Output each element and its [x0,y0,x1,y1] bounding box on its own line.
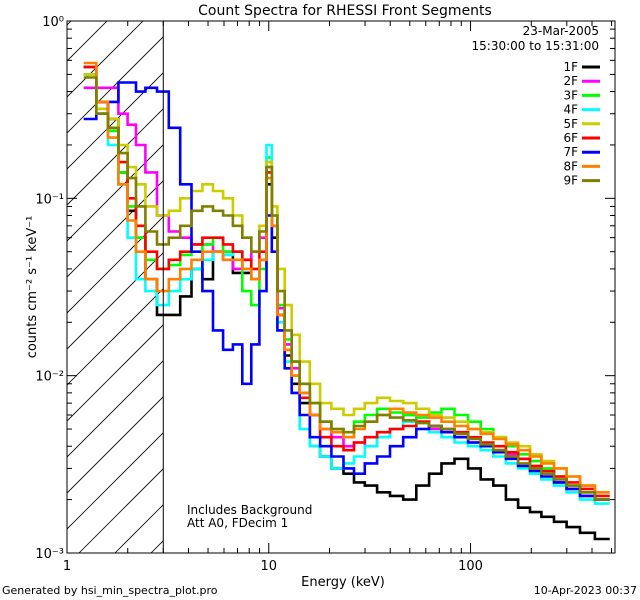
hatch-line [67,432,164,530]
time-range-label: 15:30:00 to 15:31:00 [472,39,599,53]
hatch-line [67,21,108,62]
y-tick-label-1e-3: 10⁻³ [35,547,64,562]
x-tick-label-100: 100 [458,559,483,574]
x-axis-label: Energy (keV) [301,575,385,590]
series-8F [83,61,610,494]
annotation-attenuator: Att A0, FDecim 1 [187,516,288,530]
annotation-background: Includes Background [187,503,312,517]
date-label: 23-Mar-2005 [523,24,599,38]
footer-generated-by: Generated by hsi_min_spectra_plot.pro [2,584,218,597]
legend-label-9F: 9F [563,174,578,188]
plot-area [66,20,616,554]
hatch-line [67,36,164,134]
y-tick-label-1e-1: 10⁻¹ [35,192,64,207]
legend-label-4F: 4F [563,103,578,117]
legend-label-3F: 3F [563,88,578,102]
hatch-line [67,180,164,278]
legend-label-8F: 8F [563,159,578,173]
hatch-line [67,21,144,98]
chart-title: Count Spectra for RHESSI Front Segments [198,3,492,19]
x-tick-labels: 1 10 100 [63,559,483,574]
hatch-line [67,396,164,494]
series-layer [83,61,610,541]
legend-label-2F: 2F [563,74,578,88]
series-9F [83,76,610,501]
legend-label-5F: 5F [563,117,578,131]
legend-label-6F: 6F [563,131,578,145]
axis-ticks [66,20,615,554]
y-tick-label-1e-2: 10⁻² [35,370,64,385]
y-tick-label-1e0: 10⁰ [42,15,64,30]
hatch-line [67,360,164,458]
hatch-line [67,216,164,314]
legend-label-7F: 7F [563,145,578,159]
y-tick-labels: 10⁰ 10⁻¹ 10⁻² 10⁻³ [35,15,64,562]
x-tick-label-10: 10 [261,559,278,574]
legend-label-1F: 1F [563,60,578,74]
x-tick-label-1: 1 [63,559,71,574]
footer-timestamp: 10-Apr-2023 00:37 [534,584,637,597]
y-axis-label: counts cm⁻² s⁻¹ keV⁻¹ [25,216,40,359]
plot-frame [66,20,616,554]
